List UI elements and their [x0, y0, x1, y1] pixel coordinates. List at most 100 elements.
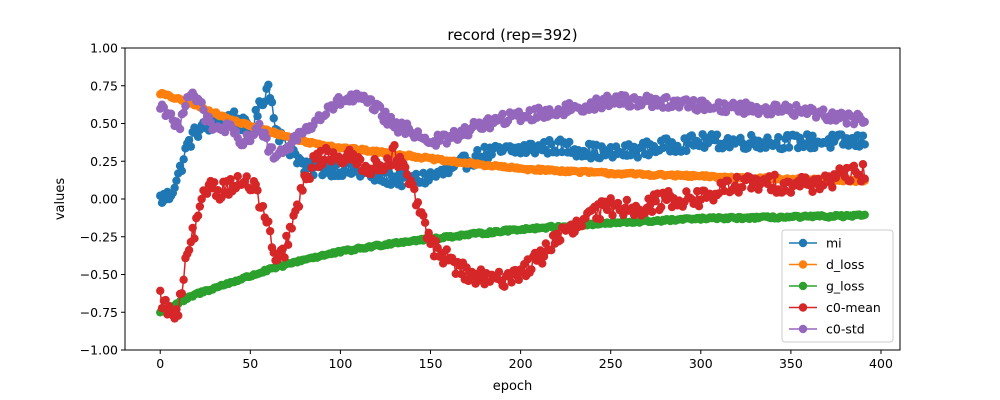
- data-point: [293, 136, 301, 144]
- y-tick-label: 0.50: [90, 116, 118, 131]
- legend-swatch-marker: [799, 260, 807, 268]
- y-tick-label: 1.00: [90, 41, 118, 56]
- data-point: [498, 110, 506, 118]
- data-point: [859, 160, 867, 168]
- data-point: [738, 183, 746, 191]
- data-point: [443, 245, 451, 253]
- data-point: [307, 164, 315, 172]
- data-point: [178, 289, 186, 297]
- data-point: [170, 184, 178, 192]
- data-point: [172, 176, 180, 184]
- data-point: [846, 177, 854, 185]
- legend-swatch-marker: [799, 239, 807, 247]
- data-point: [264, 81, 272, 89]
- data-point: [733, 173, 741, 181]
- data-point: [648, 208, 656, 216]
- data-point: [262, 134, 270, 142]
- data-point: [861, 118, 869, 126]
- data-point: [859, 132, 867, 140]
- data-point: [527, 265, 535, 273]
- data-point: [190, 234, 198, 242]
- y-tick-label: −0.75: [80, 305, 118, 320]
- data-point: [268, 98, 276, 106]
- data-point: [556, 236, 564, 244]
- y-axis-title: values: [53, 178, 68, 221]
- data-point: [179, 276, 187, 284]
- legend-label: d_loss: [826, 257, 864, 272]
- data-point: [270, 114, 278, 122]
- y-tick-label: 0.75: [90, 78, 118, 93]
- data-point: [288, 224, 296, 232]
- x-tick-label: 200: [509, 356, 533, 371]
- data-point: [185, 246, 193, 254]
- data-point: [210, 178, 218, 186]
- data-point: [243, 172, 251, 180]
- data-point: [785, 143, 793, 151]
- data-point: [596, 215, 604, 223]
- legend-swatch-marker: [799, 282, 807, 290]
- data-point: [819, 181, 827, 189]
- x-tick-label: 350: [779, 356, 803, 371]
- data-point: [515, 276, 523, 284]
- x-tick-label: 300: [689, 356, 713, 371]
- data-point: [538, 259, 546, 267]
- data-point: [268, 143, 276, 151]
- y-tick-label: −0.25: [80, 229, 118, 244]
- y-tick-label: 0.00: [90, 192, 118, 207]
- data-point: [689, 96, 697, 104]
- data-point: [662, 93, 670, 101]
- data-point: [713, 130, 721, 138]
- data-point: [819, 105, 827, 113]
- data-point: [194, 212, 202, 220]
- x-tick-label: 50: [242, 356, 258, 371]
- data-point: [414, 198, 422, 206]
- data-point: [306, 175, 314, 183]
- data-point: [682, 147, 690, 155]
- data-point: [295, 202, 303, 210]
- data-point: [197, 98, 205, 106]
- data-point: [234, 172, 242, 180]
- data-point: [280, 253, 288, 261]
- legend-label: mi: [826, 236, 842, 251]
- data-point: [724, 177, 732, 185]
- data-point: [507, 278, 515, 286]
- data-point: [565, 138, 573, 146]
- data-point: [626, 102, 634, 110]
- data-point: [623, 196, 631, 204]
- data-point: [264, 217, 272, 225]
- legend-swatch-marker: [799, 303, 807, 311]
- data-point: [412, 170, 420, 178]
- x-tick-label: 100: [328, 356, 352, 371]
- legend-label: c0-std: [826, 322, 865, 337]
- x-tick-label: 400: [869, 356, 893, 371]
- legend-label: c0-mean: [826, 300, 881, 315]
- data-point: [266, 227, 274, 235]
- data-point: [634, 153, 642, 161]
- data-point: [156, 287, 164, 295]
- legend-swatch-marker: [799, 325, 807, 333]
- x-axis-title: epoch: [493, 379, 533, 394]
- y-tick-label: −1.00: [80, 343, 118, 358]
- data-point: [187, 142, 195, 150]
- data-point: [284, 241, 292, 249]
- x-tick-label: 0: [156, 356, 164, 371]
- data-point: [176, 125, 184, 133]
- data-point: [397, 182, 405, 190]
- data-point: [828, 183, 836, 191]
- data-point: [181, 102, 189, 110]
- y-tick-label: 0.25: [90, 154, 118, 169]
- legend-label: g_loss: [826, 279, 864, 294]
- data-point: [196, 202, 204, 210]
- data-point: [253, 112, 261, 120]
- data-point: [861, 140, 869, 148]
- x-tick-label: 250: [599, 356, 623, 371]
- data-point: [861, 211, 869, 219]
- data-point: [390, 141, 398, 149]
- y-tick-label: −0.50: [80, 267, 118, 282]
- data-point: [770, 171, 778, 179]
- data-point: [188, 224, 196, 232]
- data-point: [774, 133, 782, 141]
- data-point: [253, 186, 261, 194]
- data-point: [356, 155, 364, 163]
- data-point: [419, 211, 427, 219]
